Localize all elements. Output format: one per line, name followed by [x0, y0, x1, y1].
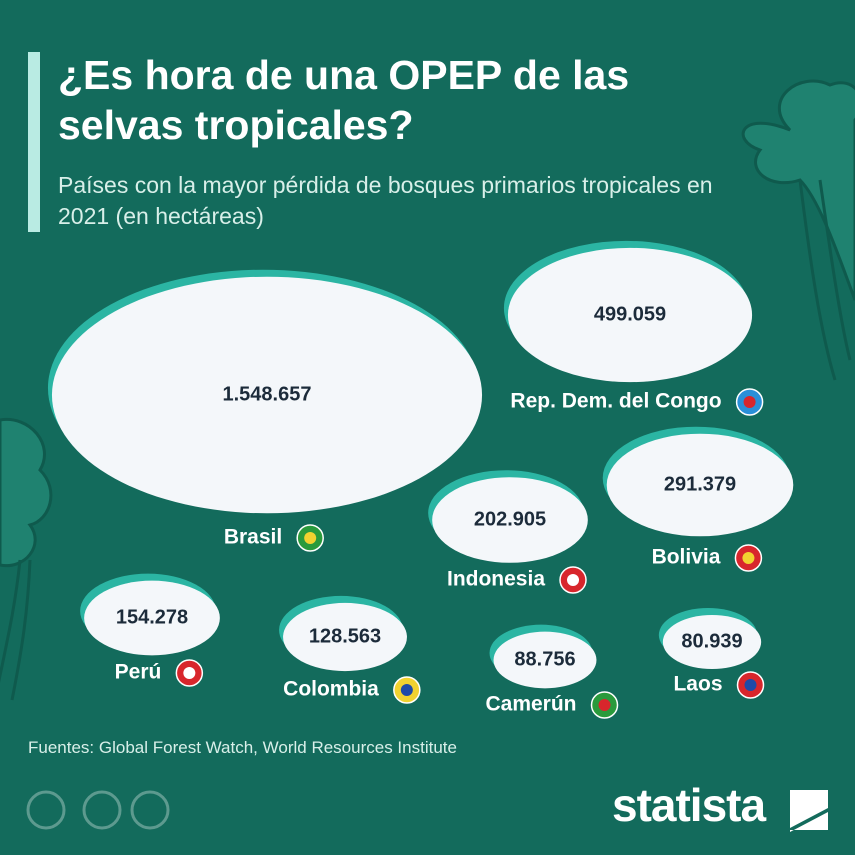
- flag-detail: [598, 699, 611, 711]
- flag-detail: [742, 552, 755, 564]
- value-label: 80.939: [681, 630, 742, 652]
- subtitle: Países con la mayor pérdida de bosques p…: [58, 172, 713, 229]
- source: Fuentes: Global Forest Watch, World Reso…: [28, 738, 457, 757]
- bubble: [84, 580, 220, 656]
- flag-detail: [304, 532, 317, 544]
- flag-detail: [744, 679, 757, 691]
- bubble: [51, 276, 483, 514]
- value-label: 128.563: [309, 625, 381, 647]
- category-label: Rep. Dem. del Congo: [510, 390, 721, 413]
- tree-decoration: [0, 79, 855, 701]
- bubble: [432, 477, 588, 563]
- flag-detail: [567, 574, 580, 586]
- value-label: 202.905: [474, 508, 546, 530]
- category-label: Perú: [115, 661, 162, 684]
- bubble: [606, 433, 794, 537]
- value-label: 499.059: [594, 303, 666, 325]
- bubble: [507, 247, 753, 383]
- value-label: 154.278: [116, 606, 188, 628]
- category-label: Indonesia: [447, 568, 545, 591]
- title: ¿Es hora de una OPEP de las selvas tropi…: [58, 52, 630, 148]
- bubble: [493, 631, 597, 689]
- category-label: Colombia: [283, 678, 379, 701]
- bubble: [662, 614, 762, 670]
- brand: statista: [612, 779, 766, 831]
- value-label: 1.548.657: [223, 383, 312, 405]
- flag-detail: [743, 396, 756, 408]
- value-label: 291.379: [664, 473, 736, 495]
- brand-logo: [790, 790, 828, 832]
- category-label: Camerún: [485, 693, 576, 716]
- flag-detail: [183, 667, 196, 679]
- value-label: 88.756: [514, 648, 575, 670]
- flag-detail: [400, 684, 413, 696]
- accent-bar: [28, 52, 40, 232]
- license-icons: [26, 790, 170, 830]
- bubble: [283, 602, 407, 672]
- category-label: Brasil: [224, 526, 282, 549]
- category-label: Bolivia: [652, 546, 721, 569]
- category-label: Laos: [673, 673, 722, 696]
